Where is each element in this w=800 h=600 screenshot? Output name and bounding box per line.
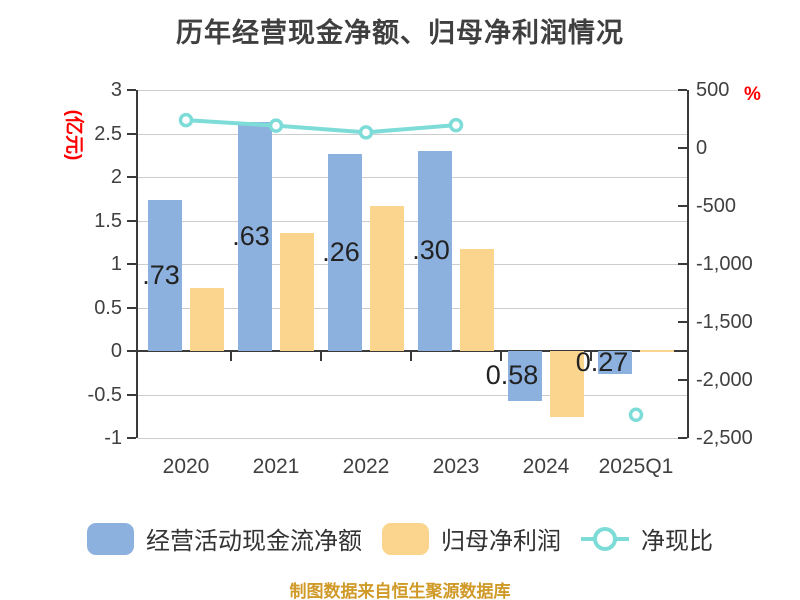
bar-value-label: .26 [322,236,360,267]
gridline [138,133,688,135]
category-label: 2023 [432,455,480,478]
bar-net-profit [190,288,224,351]
left-axis-tick-label: 3 [110,79,122,101]
category-axis-tick [500,352,502,361]
bar-operating-cashflow [148,200,182,351]
right-axis-tick-label: 0 [696,137,708,159]
category-axis-tick [410,352,412,361]
right-axis-tick [678,89,687,91]
right-axis-tick [678,379,687,381]
legend-item-operating-cashflow[interactable]: 经营活动现金流净额 [87,521,362,556]
category-axis-tick [590,352,592,361]
bar-value-label: 0.58 [485,360,539,391]
gridline [138,394,688,396]
category-axis-tick [230,352,232,361]
left-axis-tick [127,437,136,439]
left-axis-tick-label: 2.5 [94,122,122,145]
left-axis-tick-label: 1 [110,253,122,275]
left-axis-tick-label: 2 [110,166,122,188]
bar-operating-cashflow [598,351,632,375]
bar-operating-cashflow [328,154,362,351]
right-axis-tick-label: 500 [696,79,730,101]
left-axis-tick-label: -0.5 [87,383,122,406]
bar-operating-cashflow [238,122,272,351]
left-axis-tick [127,89,136,91]
bar-value-label: .73 [142,259,180,290]
right-y-axis-line [687,90,689,438]
bar-value-label: 0.27 [575,346,629,377]
legend: 经营活动现金流净额 归母净利润 净现比 [0,521,800,556]
category-label: 2024 [522,455,570,478]
gridline [138,220,688,222]
legend-circle-marker-icon [593,526,617,551]
left-axis-tick [127,176,136,178]
left-axis-tick-label: 0 [110,340,122,362]
category-label: 2020 [162,455,210,478]
left-axis-tick [127,393,136,396]
right-axis-tick-label: -1,000 [696,253,753,275]
left-axis-tick-label: -1 [104,427,122,449]
bar-operating-cashflow [508,351,542,402]
category-label: 2025Q1 [598,455,674,478]
bar-value-label: .30 [412,234,450,265]
right-axis-tick [678,205,687,207]
legend-label-operating-cashflow: 经营活动现金流净额 [146,528,362,555]
category-label: 2022 [342,455,390,478]
zero-gridline [138,350,688,352]
right-axis-tick [678,437,687,439]
legend-swatch-blue [87,522,134,555]
left-axis-tick [127,263,136,265]
right-axis-tick-label: -500 [696,195,737,217]
category-axis-tick [320,352,322,361]
right-axis-tick-label: -2,000 [696,369,753,391]
legend-item-netcash-ratio[interactable]: 净现比 [581,521,713,556]
left-axis-tick [127,350,136,352]
bar-net-profit [460,249,494,351]
gridline [138,438,688,439]
left-axis-tick-label: 1.5 [94,209,122,232]
left-axis-tick [127,306,136,309]
right-axis-unit-label: % [744,84,761,105]
bar-operating-cashflow [418,150,452,351]
left-axis-tick [127,132,136,135]
gridline [138,177,688,178]
bar-net-profit [550,351,584,418]
legend-label-netcash-ratio: 净现比 [641,528,713,555]
category-label: 2021 [252,455,300,478]
legend-swatch-orange [382,522,429,555]
bar-net-profit [640,350,674,353]
legend-label-net-profit: 归母净利润 [441,528,561,555]
gridline [138,307,688,309]
bar-net-profit [280,232,314,351]
bar-net-profit [370,205,404,351]
left-y-axis-line [136,90,138,438]
bar-value-label: .63 [232,220,270,251]
legend-line-symbol [581,526,629,551]
data-source-note: 制图数据来自恒生聚源数据库 [289,582,511,600]
gridline [138,90,688,91]
left-axis-tick [127,219,136,222]
right-axis-tick [678,147,687,149]
right-axis-tick-label: -1,500 [696,311,753,333]
right-axis-tick [678,263,687,265]
right-axis-tick [678,321,687,323]
right-axis-tick-label: -2,500 [696,427,753,449]
gridline [138,264,688,265]
left-axis-tick-label: 0.5 [94,296,122,319]
legend-item-net-profit[interactable]: 归母净利润 [382,521,561,556]
chart-title: 历年经营现金净额、归母净利润情况 [176,18,624,48]
